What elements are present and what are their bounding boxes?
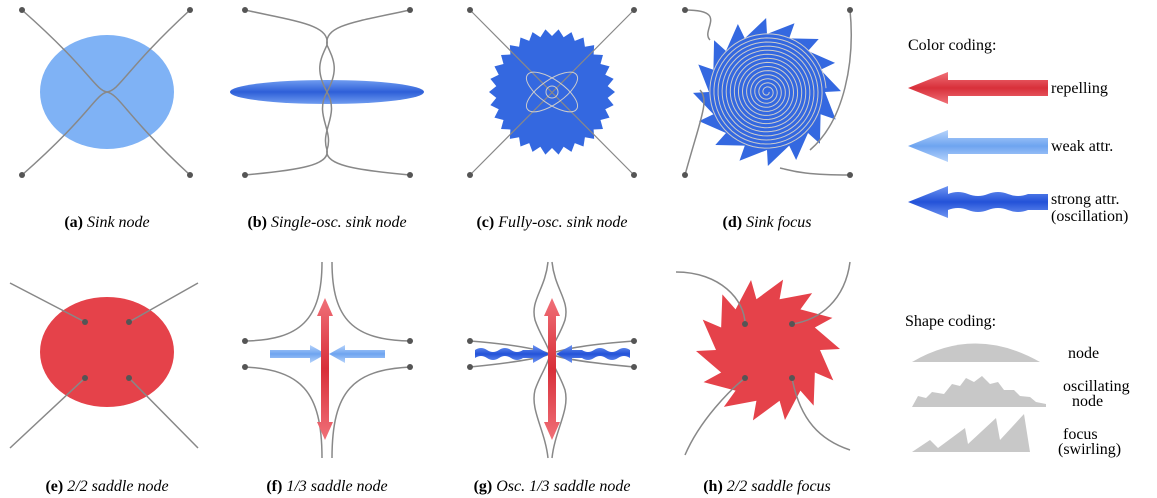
caption-label: (h) xyxy=(703,478,723,495)
panel-g xyxy=(467,262,637,458)
caption-label: (d) xyxy=(723,214,743,231)
legend-label: (oscillation) xyxy=(1051,208,1128,225)
legend-title: Shape coding: xyxy=(905,313,996,330)
legend-label: repelling xyxy=(1051,80,1108,97)
caption-label: (b) xyxy=(247,214,267,231)
caption-text: 2/2 saddle node xyxy=(67,478,168,495)
caption-label: (e) xyxy=(45,478,63,495)
caption: (f) 1/3 saddle node xyxy=(266,478,387,495)
caption: (c) Fully-osc. sink node xyxy=(476,214,627,231)
caption: (d) Sink focus xyxy=(723,214,812,231)
figure: (a) Sink node (b) Single-osc. sink node … xyxy=(0,0,1157,498)
caption-label: (f) xyxy=(266,478,282,495)
legend-label: node xyxy=(1068,345,1099,362)
caption-text: 1/3 saddle node xyxy=(286,478,387,495)
panel-b xyxy=(230,7,424,178)
panel-h xyxy=(676,262,850,455)
panel-e xyxy=(10,283,198,448)
panel-a xyxy=(19,7,193,178)
legend-label: node xyxy=(1072,393,1103,410)
caption-label: (c) xyxy=(476,214,494,231)
shape-legend: Shape coding: node oscillating node focu… xyxy=(905,313,1130,458)
legend-label: (swirling) xyxy=(1058,441,1121,458)
legend-label: weak attr. xyxy=(1051,138,1113,155)
caption-label: (g) xyxy=(474,478,493,495)
caption-text: Sink node xyxy=(87,214,150,231)
legend-title: Color coding: xyxy=(908,37,996,54)
caption: (b) Single-osc. sink node xyxy=(247,214,406,231)
caption: (g) Osc. 1/3 saddle node xyxy=(474,478,631,495)
panel-d xyxy=(682,7,853,178)
caption-label: (a) xyxy=(64,214,83,231)
caption: (h) 2/2 saddle focus xyxy=(703,478,831,495)
legend-label: strong attr. xyxy=(1051,191,1119,208)
caption: (a) Sink node xyxy=(64,214,149,231)
caption-text: Fully-osc. sink node xyxy=(497,214,627,231)
panel-f xyxy=(242,262,413,458)
caption-text: Sink focus xyxy=(746,214,811,231)
caption-text: 2/2 saddle focus xyxy=(727,478,831,495)
caption: (e) 2/2 saddle node xyxy=(45,478,168,495)
caption-text: Single-osc. sink node xyxy=(271,214,407,231)
caption-text: Osc. 1/3 saddle node xyxy=(496,478,630,495)
color-legend: Color coding: repelling weak attr. stron… xyxy=(908,37,1128,225)
panel-c xyxy=(467,7,637,178)
